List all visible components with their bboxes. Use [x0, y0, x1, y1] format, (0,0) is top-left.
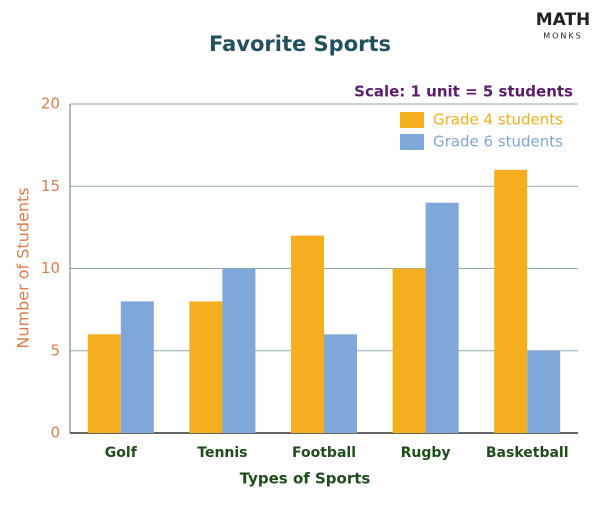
- chart-title: Favorite Sports: [209, 32, 391, 56]
- legend-label: Grade 6 students: [433, 133, 563, 151]
- bar: [291, 235, 324, 433]
- y-tick-label: 15: [41, 177, 60, 195]
- x-tick-label: Football: [292, 445, 356, 461]
- y-tick-label: 10: [41, 259, 60, 277]
- bar: [392, 268, 426, 433]
- logo-bottom: MONKS: [543, 32, 583, 41]
- bar: [527, 350, 561, 433]
- x-tick-label: Tennis: [197, 445, 247, 461]
- annotation: Scale: 1 unit = 5 students: [354, 83, 573, 101]
- y-tick-label: 5: [50, 341, 60, 359]
- y-tick-label: 0: [50, 424, 60, 442]
- bar: [120, 301, 154, 433]
- y-axis-label: Number of Students: [14, 187, 33, 348]
- legend-swatch: [400, 112, 424, 128]
- legend-label: Grade 4 students: [433, 111, 563, 129]
- x-tick-label: Golf: [105, 445, 138, 461]
- bar: [222, 268, 256, 433]
- bar: [494, 169, 528, 434]
- x-axis-label: Types of Sports: [240, 470, 371, 488]
- y-tick-label: 20: [41, 95, 60, 113]
- logo-top: MATH: [536, 10, 591, 30]
- x-tick-label: Basketball: [486, 445, 569, 461]
- bar: [324, 334, 357, 433]
- legend-swatch: [400, 134, 424, 150]
- bar: [87, 334, 121, 433]
- bar: [189, 301, 223, 433]
- bar: [425, 202, 459, 433]
- x-tick-label: Rugby: [401, 445, 451, 461]
